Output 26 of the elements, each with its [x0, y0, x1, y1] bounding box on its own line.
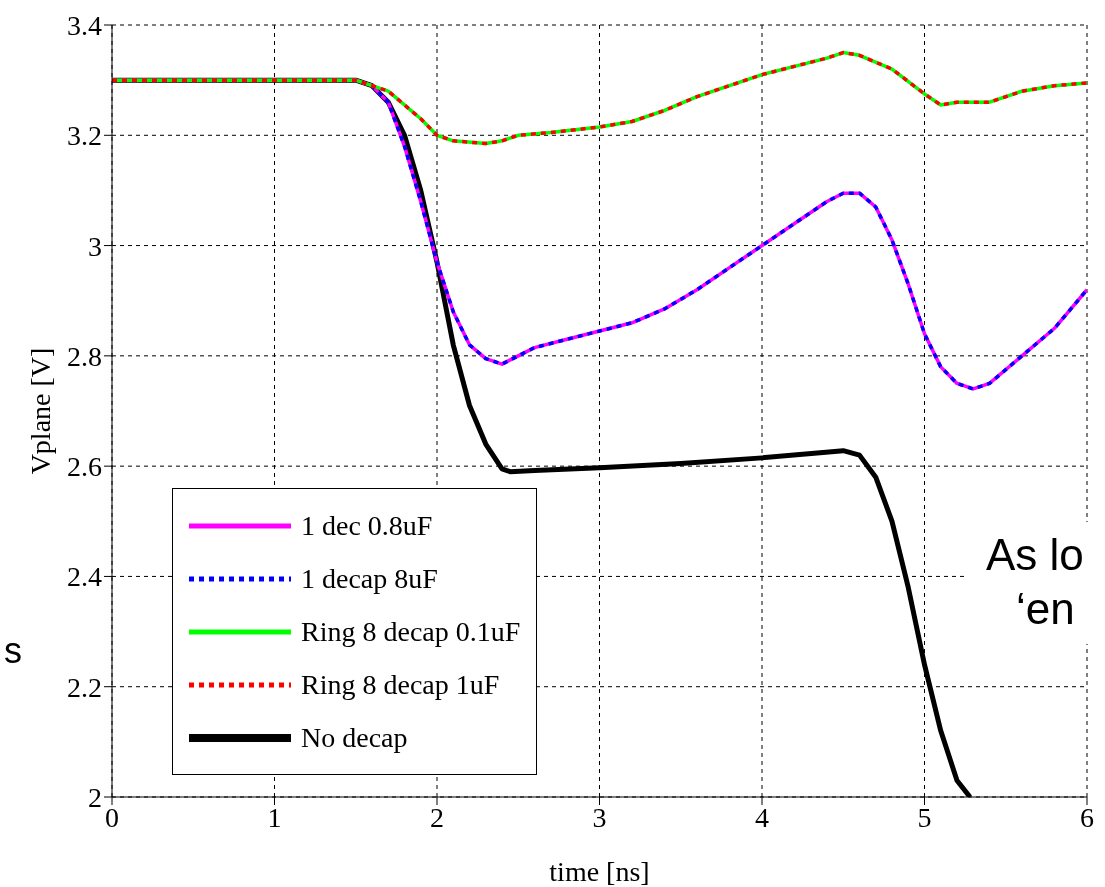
y-tick-label: 3	[88, 230, 102, 262]
y-tick-label: 2.2	[67, 671, 102, 703]
x-tick-label: 0	[105, 801, 119, 833]
x-tick-label: 5	[917, 801, 932, 833]
x-tick-label: 2	[430, 801, 444, 833]
y-tick-label: 2.8	[67, 340, 102, 372]
y-axis-title: Vplane [V]	[24, 347, 56, 475]
x-axis-title: time [ns]	[549, 856, 650, 887]
y-tick-label: 3.2	[67, 120, 102, 152]
legend-label: Ring 8 decap 1uF	[301, 668, 500, 701]
legend-label: 1 dec 0.8uF	[301, 509, 433, 542]
annotation: As lo	[986, 529, 1084, 581]
x-tick-label: 3	[592, 801, 607, 833]
y-tick-label: 2	[88, 781, 102, 813]
legend-label: 1 decap 8uF	[301, 562, 438, 595]
y-tick-label: 2.6	[67, 451, 102, 483]
slide-text: As lo ‘en	[968, 522, 1088, 644]
y-tick-label: 2.4	[67, 561, 102, 593]
annotation: ‘en	[1015, 583, 1076, 635]
y-tick-label: 3.4	[67, 9, 102, 41]
x-tick-label: 1	[267, 801, 282, 833]
x-tick-label: 6	[1080, 801, 1094, 833]
x-tick-label: 4	[755, 801, 769, 833]
text: s	[4, 630, 22, 672]
legend-label: Ring 8 decap 0.1uF	[301, 615, 521, 648]
legend-label: No decap	[301, 721, 408, 754]
